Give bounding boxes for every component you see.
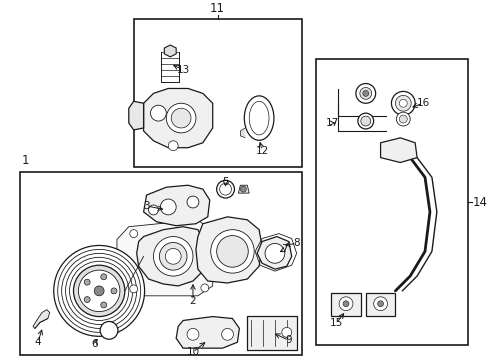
Text: 14: 14 [471, 195, 487, 208]
Circle shape [160, 199, 176, 215]
Circle shape [58, 249, 141, 332]
Polygon shape [176, 316, 239, 348]
Circle shape [281, 327, 291, 337]
Bar [133, 19, 301, 167]
Circle shape [221, 328, 233, 340]
Polygon shape [128, 101, 143, 130]
Circle shape [396, 112, 409, 126]
Circle shape [377, 301, 383, 307]
Circle shape [84, 297, 90, 302]
Circle shape [69, 261, 128, 320]
Text: 11: 11 [210, 3, 224, 15]
Circle shape [399, 99, 407, 107]
Text: 8: 8 [293, 238, 299, 248]
Circle shape [338, 297, 352, 311]
Circle shape [78, 270, 120, 312]
Circle shape [166, 103, 196, 133]
Circle shape [65, 257, 132, 324]
Circle shape [362, 90, 368, 96]
Text: 1: 1 [22, 154, 30, 167]
Text: 6: 6 [91, 339, 97, 349]
Circle shape [171, 108, 191, 128]
Circle shape [264, 243, 284, 263]
Text: 10: 10 [186, 347, 199, 357]
Circle shape [150, 105, 166, 121]
Polygon shape [196, 217, 262, 283]
Text: 4: 4 [35, 337, 41, 347]
Circle shape [357, 113, 373, 129]
Circle shape [148, 205, 158, 215]
Circle shape [373, 297, 386, 311]
Bar [330, 293, 360, 316]
Circle shape [153, 237, 193, 276]
Circle shape [216, 235, 248, 267]
Circle shape [390, 91, 414, 115]
Polygon shape [137, 227, 205, 286]
Text: 17: 17 [325, 118, 338, 128]
Text: 9: 9 [285, 335, 291, 345]
Circle shape [240, 186, 246, 192]
Circle shape [94, 286, 104, 296]
Text: 7: 7 [281, 244, 287, 255]
Polygon shape [33, 310, 50, 328]
Circle shape [101, 302, 106, 308]
Circle shape [54, 246, 144, 336]
Circle shape [129, 230, 138, 238]
Circle shape [73, 265, 124, 316]
Polygon shape [143, 185, 209, 226]
Bar [316, 59, 468, 345]
Circle shape [101, 274, 106, 280]
Circle shape [201, 230, 208, 238]
Polygon shape [240, 128, 245, 138]
Polygon shape [143, 89, 212, 148]
Circle shape [84, 279, 90, 285]
Polygon shape [238, 185, 249, 193]
Polygon shape [380, 138, 416, 162]
Text: 12: 12 [255, 146, 268, 156]
Polygon shape [117, 220, 212, 296]
Circle shape [343, 301, 348, 307]
Circle shape [216, 180, 234, 198]
Circle shape [187, 328, 199, 340]
Circle shape [159, 243, 187, 270]
Text: 5: 5 [222, 177, 228, 187]
Text: 16: 16 [416, 98, 429, 108]
Ellipse shape [249, 101, 268, 135]
Polygon shape [257, 237, 291, 269]
Circle shape [187, 196, 199, 208]
Bar [20, 172, 301, 355]
Circle shape [359, 87, 371, 99]
Polygon shape [164, 45, 176, 57]
Circle shape [165, 248, 181, 264]
Circle shape [100, 321, 118, 339]
Circle shape [201, 284, 208, 292]
Circle shape [168, 141, 178, 151]
Circle shape [219, 183, 231, 195]
Text: 13: 13 [176, 65, 189, 75]
Text: 3: 3 [143, 201, 149, 211]
Bar [247, 316, 296, 350]
Circle shape [395, 95, 410, 111]
Circle shape [210, 230, 254, 273]
Circle shape [360, 116, 370, 126]
Circle shape [129, 285, 138, 293]
Text: 15: 15 [329, 319, 342, 328]
Text: 2: 2 [189, 296, 196, 306]
Circle shape [355, 84, 375, 103]
Circle shape [399, 115, 407, 123]
Bar [365, 293, 395, 316]
Circle shape [61, 253, 137, 328]
Circle shape [111, 288, 117, 294]
